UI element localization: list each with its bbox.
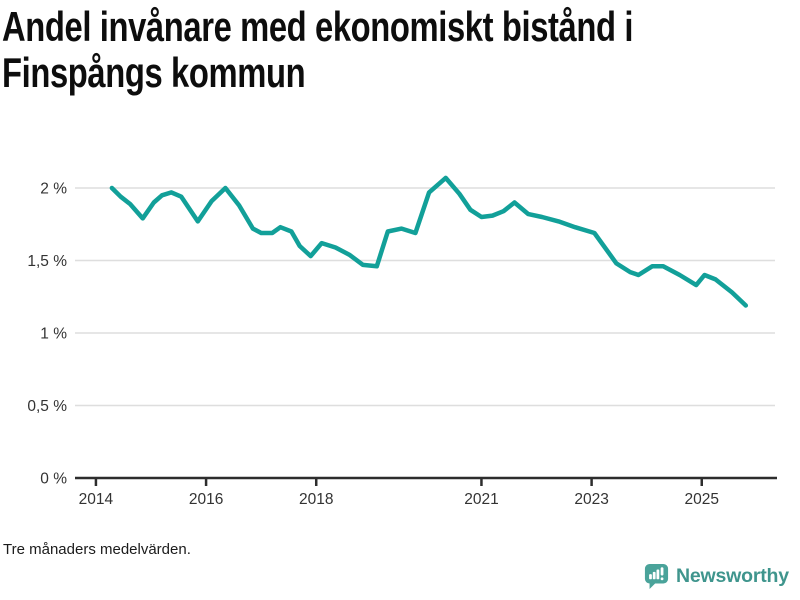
- page-title-line-1: Andel invånare med ekonomiskt bistånd i: [2, 3, 634, 50]
- data-series-line: [109, 175, 749, 308]
- newsworthy-logo: Newsworthy: [644, 563, 789, 590]
- x-axis-tick-label: 2018: [299, 491, 333, 508]
- y-axis-tick-label: 1 %: [40, 326, 67, 343]
- x-axis-tick-label: 2025: [685, 491, 719, 508]
- y-axis-tick-label: 2 %: [40, 181, 67, 198]
- newsworthy-wordmark: Newsworthy: [676, 565, 789, 587]
- x-axis-tick-label: 2021: [464, 491, 498, 508]
- footnote: Tre månaders medelvärden.: [3, 541, 191, 558]
- page-title-line-2: Finspångs kommun: [2, 49, 306, 96]
- newsworthy-bubble-barchart-icon: [644, 564, 669, 589]
- x-axis-tick-label: 2016: [189, 491, 223, 508]
- y-axis-tick-label: 1,5 %: [27, 253, 67, 270]
- x-axis-tick-label: 2014: [79, 491, 114, 508]
- x-axis-tick-label: 2023: [574, 491, 608, 508]
- y-axis-tick-label: 0 %: [40, 471, 67, 488]
- y-axis-tick-label: 0,5 %: [27, 398, 67, 415]
- page-title: Andel invånare med ekonomiskt bistånd i …: [2, 4, 633, 96]
